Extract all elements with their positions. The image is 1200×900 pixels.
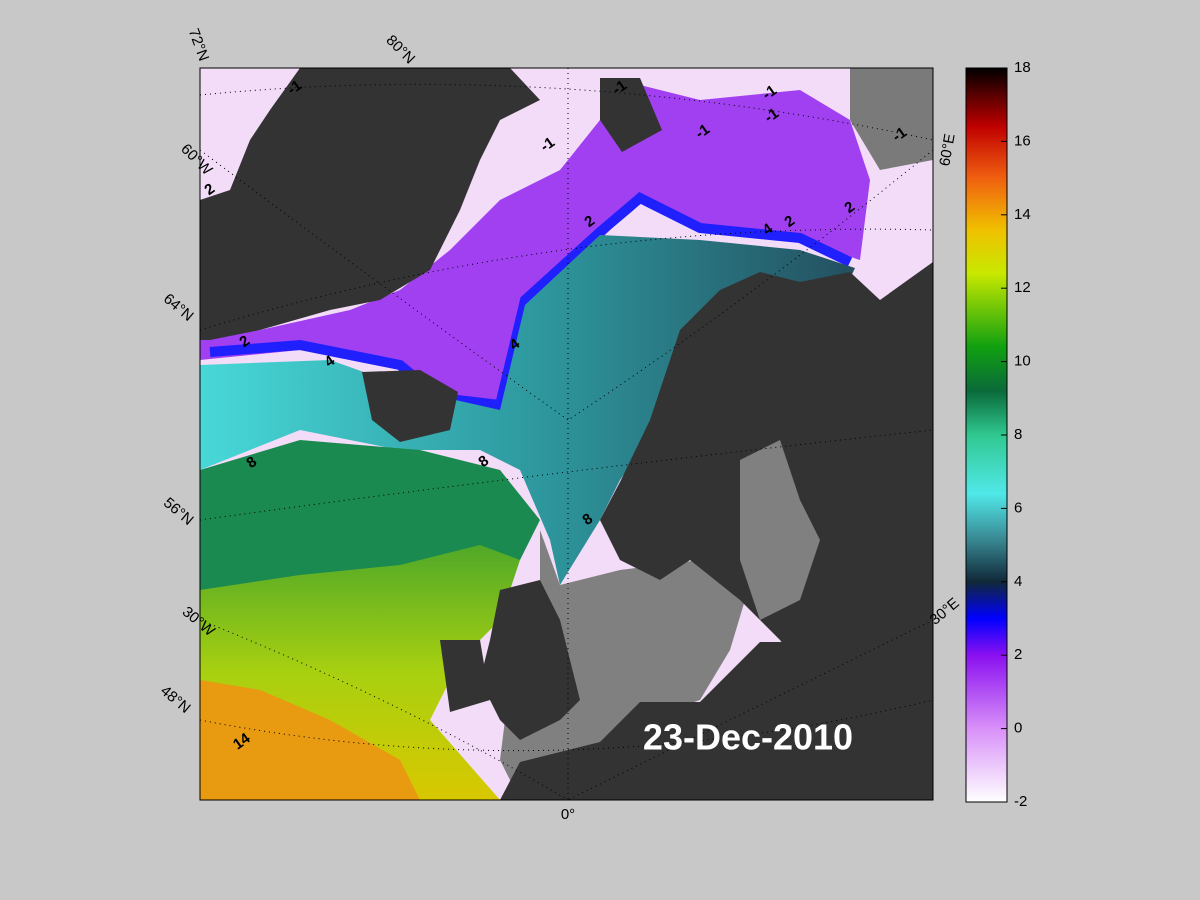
svalbard (600, 78, 662, 152)
ireland (440, 640, 490, 712)
graticule-label: 48°N (157, 682, 194, 717)
baltic (740, 440, 820, 620)
colorbar-tick-label: 18 (1014, 59, 1031, 76)
colorbar (965, 67, 1008, 803)
colorbar-tick-label: 8 (1014, 426, 1022, 443)
colorbar-tick-label: 6 (1014, 499, 1022, 516)
graticule-label: 60°E (936, 132, 958, 167)
greenland (200, 68, 540, 340)
hot-water (200, 680, 420, 800)
colorbar-tick-label: 2 (1014, 646, 1022, 663)
map-frame (199, 67, 934, 801)
colorbar-tick-label: 4 (1014, 573, 1022, 590)
map-area (200, 68, 933, 800)
iceland (362, 370, 458, 442)
graticule-label: 80°N (383, 32, 419, 68)
graticule-label: 64°N (160, 290, 197, 325)
britain (480, 580, 580, 740)
colorbar-tick-label: 14 (1014, 206, 1031, 223)
colorbar-tick-label: 0 (1014, 720, 1022, 737)
shelf (500, 530, 745, 800)
graticule (200, 68, 933, 800)
date-label: 23-Dec-2010 (643, 717, 853, 758)
colorbar-tick-label: 10 (1014, 353, 1031, 370)
graticule-label: 72°N (185, 26, 212, 63)
parallel (200, 699, 933, 752)
blue-front (209, 192, 853, 411)
graticule-label: 0° (561, 806, 575, 823)
continent (500, 642, 933, 800)
colorbar-tick-label: -2 (1014, 793, 1027, 810)
colorbar-tick-label: 16 (1014, 132, 1031, 149)
colorbar-tick-label: 12 (1014, 279, 1031, 296)
arctic-islands (850, 68, 933, 170)
graticule-label: 56°N (160, 494, 197, 529)
purple-water (200, 80, 870, 410)
